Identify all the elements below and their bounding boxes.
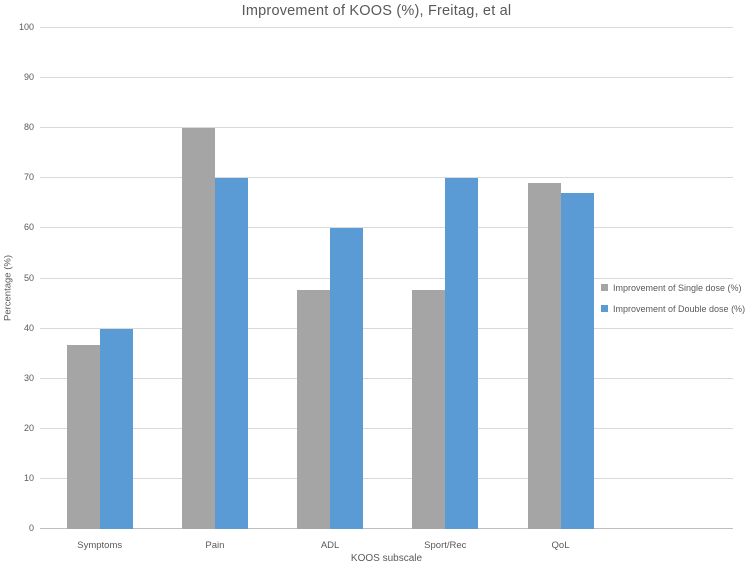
bar-single-dose-sport-rec — [412, 290, 446, 529]
x-axis-line — [40, 528, 733, 529]
bar-double-dose-adl — [330, 228, 364, 529]
gridline — [40, 27, 733, 28]
bar-single-dose-qol — [527, 183, 561, 529]
y-tick-label: 40 — [23, 322, 34, 333]
x-category-label: ADL — [320, 540, 340, 551]
y-tick-label: 50 — [23, 272, 34, 283]
plot-area — [40, 27, 733, 529]
bar-double-dose-qol — [560, 193, 594, 529]
gridline — [40, 427, 733, 429]
bar-single-dose-symptoms — [66, 345, 100, 529]
gridline — [40, 177, 733, 179]
y-axis-title-text: Percentage (%) — [2, 254, 14, 322]
gridline — [40, 327, 733, 329]
bar-double-dose-pain — [214, 178, 248, 529]
x-axis-title: KOOS subscale — [350, 553, 423, 564]
legend-swatch-icon — [601, 284, 608, 291]
gridline — [40, 77, 733, 79]
legend: Improvement of Single dose (%) Improvemen… — [601, 281, 745, 323]
x-category-label: QoL — [551, 540, 570, 551]
bar-double-dose-symptoms — [99, 328, 133, 529]
y-tick-label: 0 — [28, 523, 34, 533]
y-tick-label: 30 — [23, 372, 34, 383]
bar-single-dose-adl — [297, 290, 331, 529]
bar-double-dose-sport-rec — [445, 178, 479, 529]
bar-single-dose-pain — [181, 128, 215, 529]
x-category-label: Pain — [205, 540, 225, 551]
gridline — [40, 377, 733, 379]
legend-entry: Improvement of Single dose (%) — [601, 281, 745, 294]
y-tick-label: 80 — [23, 122, 34, 133]
x-category-label: Sport/Rec — [424, 540, 467, 551]
y-tick-label: 100 — [18, 22, 34, 32]
x-category-label: Symptoms — [77, 540, 123, 551]
y-tick-label: 10 — [23, 472, 34, 483]
y-tick-label: 90 — [23, 72, 34, 83]
gridline — [40, 277, 733, 279]
chart-title: Improvement of KOOS (%), Freitag, et al — [241, 3, 512, 19]
gridline — [40, 227, 733, 229]
gridline — [40, 477, 733, 479]
legend-label: Improvement of Double dose (%) — [613, 303, 746, 314]
y-tick-label: 60 — [23, 222, 34, 233]
y-tick-label: 70 — [23, 172, 34, 183]
legend-entry: Improvement of Double dose (%) — [601, 302, 745, 315]
y-tick-label: 20 — [23, 422, 34, 433]
gridline — [40, 127, 733, 129]
legend-label: Improvement of Single dose (%) — [613, 282, 742, 293]
legend-swatch-icon — [601, 305, 608, 312]
